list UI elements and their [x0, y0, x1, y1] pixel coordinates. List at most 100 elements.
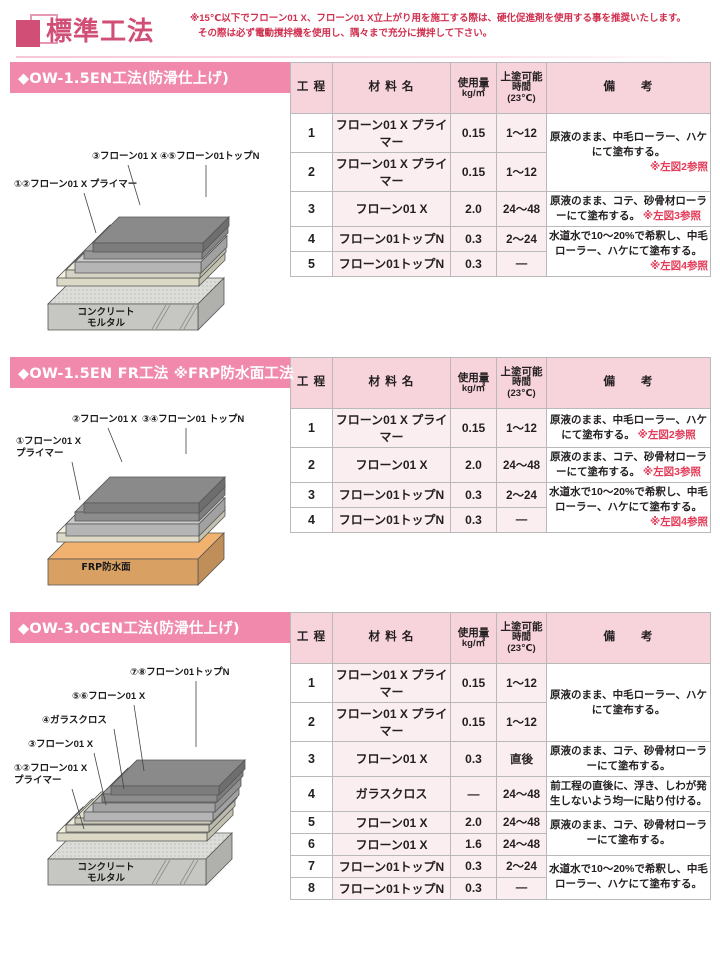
header-divider [16, 56, 704, 58]
remarks-text: 原液のまま、コテ、砂骨材ローラーにて塗布する。 [550, 745, 707, 772]
cell-recoat-time: 1～12 [496, 113, 547, 153]
cell-material: フローン01 X プライマー [332, 408, 451, 448]
concrete-joint-line [151, 304, 167, 330]
cell-amount: 2.0 [450, 191, 497, 227]
cell-material: フローン01 X [332, 832, 451, 856]
diagram-label: ④ガラスクロス [42, 715, 107, 726]
table-row: 1 フローン01 X プライマー 0.15 1～12 原液のまま、中毛ローラー、ハケにて… [290, 663, 711, 742]
cell-remarks: 原液のまま、コテ、砂骨材ローラーにて塗布する。 ※左図3参照 [546, 191, 711, 227]
cell-remarks: 原液のまま、コテ、砂骨材ローラーにて塗布する。 [546, 741, 711, 777]
section-title: ◆OW-3.0CEN工法(防滑仕上げ) [10, 612, 290, 643]
diagram-label: ③フローン01 X [92, 151, 158, 162]
cell-step: 4 [290, 225, 333, 252]
cell-material: フローン01 X [332, 810, 451, 834]
cell-remarks: 原液のまま、コテ、砂骨材ローラーにて塗布する。 ※左図3参照 [546, 447, 711, 483]
cell-recoat-time: 2～24 [496, 854, 547, 878]
cell-step: 3 [290, 191, 333, 227]
concrete-joint-line [179, 304, 195, 330]
cell-step: 8 [290, 876, 333, 900]
remarks-reference: ※左図2参照 [649, 160, 708, 173]
table-row: 4 ガラスクロス —24～48 前工程の直後に、浮き、しわが発生しないよう均一に貼り付… [290, 775, 711, 812]
cell-step: 1 [290, 408, 333, 448]
concrete-joint-line [155, 304, 171, 330]
diagram-base-label-2: モルタル [87, 872, 126, 884]
cell-material: ガラスクロス [332, 775, 451, 812]
col-header-amount: 使用量 kg/㎡ [450, 612, 497, 664]
cell-remarks: 原液のまま、中毛ローラー、ハケにて塗布する。 ※左図2参照 [546, 113, 711, 192]
diagram-label: ③フローン01 X [28, 739, 94, 750]
method-section-1: ◆OW-1.5EN工法(防滑仕上げ) コンクリート モルタル ①②フローン01 X プ… [10, 62, 711, 343]
table-row: 2 フローン01 X 2.0 24～48 原液のまま、コテ、砂骨材ローラーにて塗布する。… [290, 447, 711, 483]
cell-recoat-time: 24～48 [496, 810, 547, 834]
diagram-layer-4 [83, 476, 226, 514]
section-spacer [0, 598, 720, 612]
cell-recoat-time: 24～48 [496, 447, 547, 483]
cell-material: フローン01 X [332, 741, 451, 777]
diagram-label: ③④フローン01 トップN [142, 414, 245, 425]
col-header-step: 工 程 [290, 612, 333, 664]
cell-amount: 0.3 [450, 854, 497, 878]
cell-remarks: 水道水で10～20%で希釈し、中毛ローラー、ハケにて塗布する。 ※左図4参照 [546, 481, 711, 533]
cell-recoat-time: 24～48 [496, 775, 547, 812]
table-row: 5 フローン01トップN 0.3— [290, 250, 711, 277]
cell-remarks: 原液のまま、中毛ローラー、ハケにて塗布する。 [546, 663, 711, 742]
cell-recoat-time: — [496, 250, 547, 277]
page-header: 標準工法 ※15℃以下でフローン01 X、フローン01 X立上がり用を施工する際… [0, 0, 720, 62]
diagram-label: ①②フローン01 X [14, 763, 88, 774]
cell-step: 3 [290, 481, 333, 508]
remarks-text: 原液のまま、中毛ローラー、ハケにて塗布する。 [550, 414, 707, 441]
diagram-label: ①フローン01 X [16, 436, 82, 447]
col-header-material: 材 料 名 [332, 357, 451, 409]
remarks-text: 原液のまま、コテ、砂骨材ローラーにて塗布する。 [550, 195, 707, 222]
remarks-text: 原液のまま、中毛ローラー、ハケにて塗布する。 [550, 131, 707, 159]
cell-step: 6 [290, 832, 333, 856]
remarks-text: 原液のまま、中毛ローラー、ハケにて塗布する。 [550, 688, 707, 716]
double-square-icon [16, 14, 58, 50]
cell-amount: 2.0 [450, 810, 497, 834]
cell-material: フローン01トップN [332, 481, 451, 508]
cell-amount: 0.3 [450, 250, 497, 277]
cell-step: 4 [290, 506, 333, 533]
table-row: 3 フローン01 X 2.0 24～48 原液のまま、コテ、砂骨材ローラーにて塗布する。… [290, 191, 711, 227]
cell-recoat-time: 2～24 [496, 225, 547, 252]
table-row: 7 フローン01トップN 0.3 2～24 水道水で10～20%で希釈し、中毛ローラー、… [290, 854, 711, 900]
col-header-recoat-time: 上塗可能 時間 (23℃) [496, 62, 547, 114]
diagram-label: ⑤⑥フローン01 X [72, 691, 146, 702]
header-note-line2: その際は必ず電動撹拌機を使用し、隅々まで充分に撹拌して下さい。 [198, 27, 493, 39]
cell-step: 4 [290, 775, 333, 812]
remarks-text: 水道水で10～20%で希釈し、中毛ローラー、ハケにて塗布する。 [549, 863, 708, 891]
concrete-joint-line [155, 859, 171, 885]
table-header-row: 工 程材 料 名使用量 kg/㎡ 上塗可能 時間 (23℃) 備 考 [290, 357, 711, 409]
table-row: 3 フローン01 X 0.3 直後 原液のまま、コテ、砂骨材ローラーにて塗布する。 [290, 741, 711, 777]
col-header-material: 材 料 名 [332, 612, 451, 664]
diagram-base-label: FRP防水面 [81, 561, 131, 573]
diagram-label: ②フローン01 X [72, 414, 138, 425]
cell-recoat-time: 1～12 [496, 152, 547, 192]
cell-recoat-time: 1～12 [496, 408, 547, 448]
diagram-label: プライマー [16, 448, 64, 459]
concrete-joint-line [151, 859, 167, 885]
cell-amount: 0.15 [450, 113, 497, 153]
remarks-text: 水道水で10～20%で希釈し、中毛ローラー、ハケにて塗布する。 [549, 485, 708, 513]
cell-amount: 0.15 [450, 408, 497, 448]
cell-recoat-time: — [496, 506, 547, 533]
cell-amount: 0.3 [450, 506, 497, 533]
diagram-area: FRP防水面 ①フローン01 X プライマー ②フローン01 X ③④フローン01 トッ… [10, 388, 290, 598]
remarks-text: 原液のまま、コテ、砂骨材ローラーにて塗布する。 [550, 819, 707, 847]
cell-amount: 0.15 [450, 702, 497, 742]
cell-remarks: 原液のまま、コテ、砂骨材ローラーにて塗布する。 [546, 810, 711, 856]
cell-material: フローン01トップN [332, 876, 451, 900]
header-note-line1: ※15℃以下でフローン01 X、フローン01 X立上がり用を施工する際は、硬化促… [190, 13, 686, 24]
col-header-amount: 使用量 kg/㎡ [450, 357, 497, 409]
concrete-joint-line [183, 304, 199, 330]
section-title: ◆OW-1.5EN FR工法 ※FRP防水面工法 [10, 357, 294, 388]
cell-material: フローン01 X プライマー [332, 152, 451, 192]
remarks-reference: ※左図3参照 [642, 465, 701, 478]
table-row: 5 フローン01 X 2.0 24～48 原液のまま、コテ、砂骨材ローラーにて塗布する。 [290, 810, 711, 856]
cell-material: フローン01トップN [332, 225, 451, 252]
diagram-base-label: コンクリート [77, 862, 134, 873]
cell-amount: 0.3 [450, 876, 497, 900]
cell-step: 1 [290, 663, 333, 703]
